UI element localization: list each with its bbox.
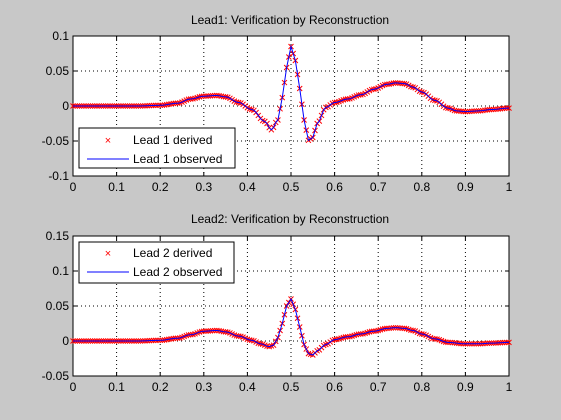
lead2-ytick-label: 0.15: [46, 229, 70, 243]
lead1-ytick-label: 0.1: [52, 29, 69, 43]
lead1-ticks: 0 0.1 0.2 0.3 0.4 0.5 0.6 0.7 0.8 0.9 10.10.050-0.…: [42, 29, 513, 194]
lead1-legend-box: [78, 127, 236, 169]
lead2-ytick-label: 0.1: [52, 264, 69, 278]
lead2-xtick-label: 0.2: [152, 380, 169, 394]
lead1-xtick-label: 0.6: [326, 180, 343, 194]
lead2-legend-derived-marker: ×: [105, 248, 111, 260]
lead2-observed-line: [73, 297, 510, 356]
lead2-legend-observed-label: Lead 2 observed: [133, 265, 222, 279]
lead1-ytick-label: -0.1: [48, 169, 69, 183]
lead1-xtick-label: 0.9: [457, 180, 474, 194]
lead2-xtick-label: 0: [70, 380, 77, 394]
lead1-legend-derived-label: Lead 1 derived: [133, 133, 212, 147]
lead2-legend-box: [78, 241, 235, 284]
lead2-xtick-label: 0.5: [283, 380, 300, 394]
lead1-legend-derived-marker: ×: [105, 135, 111, 147]
lead1-xtick-label: 0.7: [370, 180, 387, 194]
lead1-ytick-label: 0.05: [46, 64, 70, 78]
lead1-observed-line: [73, 44, 510, 142]
lead1-ytick-label: -0.05: [42, 134, 70, 148]
lead1-xtick-label: 0.3: [195, 180, 212, 194]
lead1-title: Lead1: Verification by Reconstruction: [191, 13, 389, 27]
lead2-ytick-label: -0.05: [42, 369, 70, 383]
lead2-title: Lead2: Verification by Reconstruction: [191, 212, 389, 226]
lead2-legend-derived-label: Lead 2 derived: [133, 246, 212, 260]
lead2-ytick-label: 0.05: [46, 299, 70, 313]
lead1-legend-observed-label: Lead 1 observed: [133, 152, 222, 166]
lead1-xtick-label: 0: [70, 180, 77, 194]
lead1-xtick-label: 0.1: [108, 180, 125, 194]
lead2-xtick-label: 0.9: [457, 380, 474, 394]
lead2-xtick-label: 0.7: [370, 380, 387, 394]
lead1-xtick-label: 0.8: [413, 180, 430, 194]
lead2-xtick-label: 0.3: [195, 380, 212, 394]
lead1-xtick-label: 0.5: [283, 180, 300, 194]
lead2-ticks: 0 0.1 0.2 0.3 0.4 0.5 0.6 0.7 0.8 0.9 1 0.15 0.1 0.05…: [42, 229, 513, 394]
lead2-xtick-label: 0.6: [326, 380, 343, 394]
lead2-series: [70, 296, 512, 358]
lead2-ytick-label: 0: [62, 334, 69, 348]
lead1-xtick-label: 1: [506, 180, 513, 194]
lead1-ytick-label: 0: [62, 99, 69, 113]
lead1-xtick-label: 0.2: [152, 180, 169, 194]
lead2-xtick-label: 1: [506, 380, 513, 394]
lead2-xtick-label: 0.4: [239, 380, 256, 394]
lead2-legend: × Lead 2 derived Lead 2 observed: [78, 241, 235, 284]
lead1-legend: × Lead 1 derived Lead 1 observed: [78, 127, 236, 169]
lead1-series: [70, 43, 512, 144]
subplot-lead1: Lead1: Verification by Reconstruction 0 0…: [42, 13, 513, 194]
lead2-xtick-label: 0.8: [413, 380, 430, 394]
lead2-xtick-label: 0.1: [108, 380, 125, 394]
lead1-xtick-label: 0.4: [239, 180, 256, 194]
